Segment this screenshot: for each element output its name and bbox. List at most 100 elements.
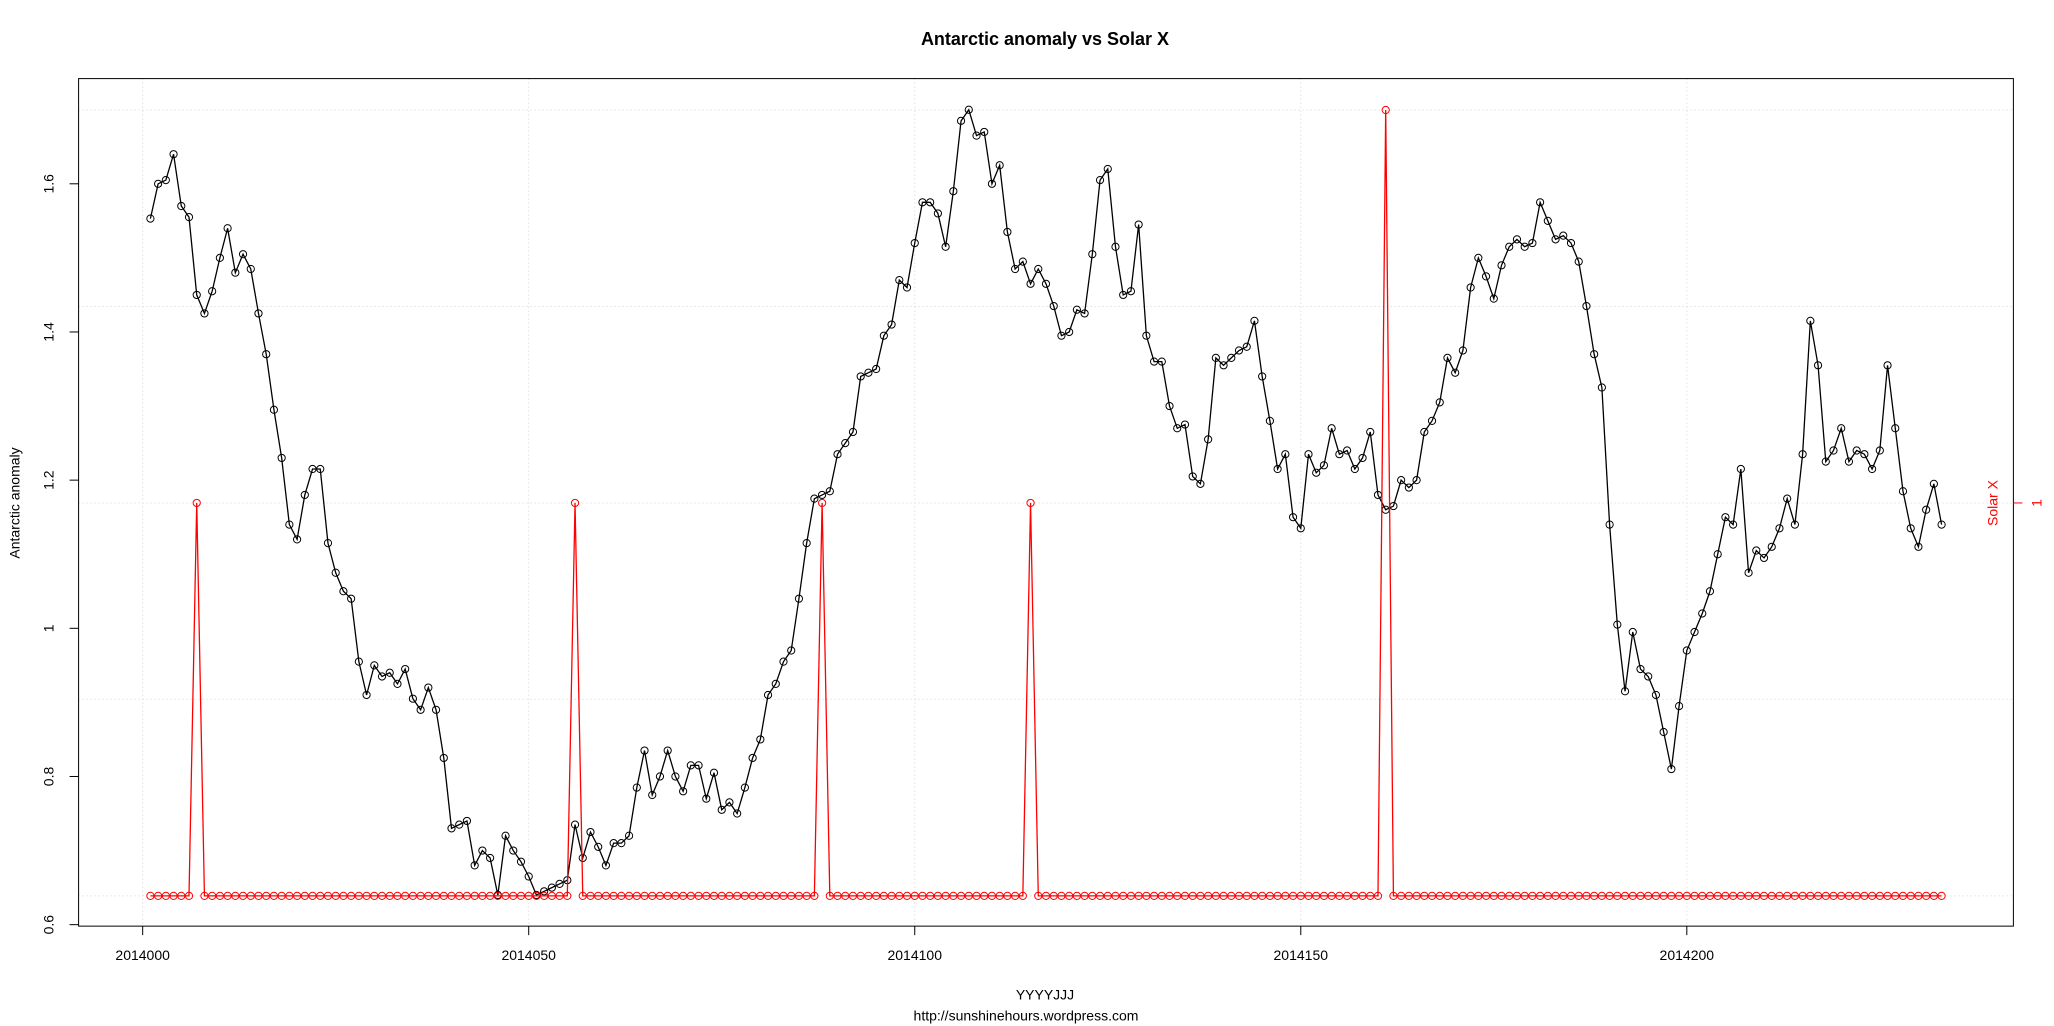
data-point bbox=[1095, 175, 1105, 185]
data-point bbox=[462, 816, 472, 826]
data-point bbox=[1875, 891, 1884, 900]
y-tick-label: 0.8 bbox=[41, 767, 57, 787]
data-point bbox=[640, 891, 649, 900]
data-point bbox=[1844, 891, 1854, 900]
data-point bbox=[1752, 546, 1761, 555]
data-point bbox=[825, 891, 834, 900]
data-point bbox=[1041, 279, 1051, 288]
data-point bbox=[949, 891, 958, 900]
data-point bbox=[1389, 891, 1398, 900]
data-point bbox=[1366, 891, 1375, 900]
data-point bbox=[1543, 891, 1552, 900]
data-point bbox=[1860, 891, 1869, 900]
data-point bbox=[146, 891, 155, 900]
data-point bbox=[1026, 279, 1035, 288]
y-tick-label: 1 bbox=[41, 624, 57, 632]
data-point bbox=[1922, 505, 1931, 514]
data-point bbox=[640, 746, 649, 755]
data-point bbox=[941, 891, 950, 900]
data-point bbox=[1412, 891, 1421, 900]
data-point bbox=[1667, 764, 1676, 774]
data-point bbox=[1273, 891, 1282, 900]
data-point bbox=[895, 276, 904, 285]
data-point bbox=[1512, 891, 1522, 900]
data-point bbox=[254, 891, 263, 900]
data-point bbox=[408, 694, 418, 703]
data-point bbox=[1072, 305, 1081, 314]
data-point bbox=[1651, 891, 1661, 900]
data-point bbox=[1451, 891, 1460, 900]
data-point bbox=[377, 672, 387, 681]
data-point bbox=[393, 891, 402, 900]
data-point bbox=[1312, 891, 1321, 900]
data-point bbox=[1659, 891, 1668, 900]
data-point bbox=[1829, 891, 1838, 900]
data-point bbox=[895, 891, 904, 900]
data-point bbox=[1119, 891, 1128, 900]
data-point bbox=[717, 891, 726, 900]
data-point bbox=[779, 657, 788, 666]
data-point bbox=[455, 820, 464, 829]
data-point bbox=[1165, 401, 1174, 411]
data-point bbox=[1204, 891, 1213, 900]
data-point bbox=[1736, 891, 1745, 900]
data-point bbox=[655, 772, 665, 781]
data-point bbox=[1157, 891, 1166, 900]
data-point bbox=[1196, 479, 1205, 488]
data-point bbox=[208, 287, 217, 296]
chart-title: Antarctic anomaly vs Solar X bbox=[921, 29, 1169, 49]
data-point bbox=[1443, 353, 1452, 362]
data-point bbox=[1204, 435, 1213, 444]
data-point bbox=[1451, 368, 1460, 377]
data-point bbox=[1914, 542, 1923, 551]
data-point bbox=[1072, 891, 1081, 900]
data-point bbox=[215, 891, 224, 900]
data-point bbox=[540, 887, 549, 896]
data-point bbox=[1914, 891, 1923, 900]
data-point bbox=[1366, 427, 1375, 437]
data-point bbox=[354, 657, 363, 666]
x-tick-label: 2014200 bbox=[1660, 947, 1715, 963]
data-point bbox=[424, 683, 433, 692]
data-point bbox=[856, 372, 865, 381]
data-point bbox=[1111, 891, 1120, 900]
data-point bbox=[1505, 891, 1514, 900]
data-point bbox=[902, 283, 912, 292]
data-point bbox=[1636, 664, 1645, 674]
data-point bbox=[547, 883, 556, 892]
data-point bbox=[1049, 891, 1058, 900]
data-point bbox=[1551, 235, 1560, 244]
data-point bbox=[1744, 568, 1753, 577]
data-point bbox=[1566, 238, 1576, 248]
data-point bbox=[1126, 287, 1136, 296]
data-point bbox=[1011, 891, 1020, 900]
data-point bbox=[1775, 524, 1784, 533]
data-point bbox=[1258, 372, 1267, 381]
y-axis-label: Antarctic anomaly bbox=[7, 447, 23, 558]
data-point bbox=[1713, 891, 1722, 900]
data-point bbox=[362, 891, 371, 900]
data-point bbox=[825, 487, 834, 496]
data-point bbox=[231, 268, 240, 277]
data-point bbox=[323, 891, 333, 900]
data-point bbox=[223, 224, 232, 233]
data-point bbox=[872, 891, 881, 900]
data-point bbox=[980, 891, 989, 900]
data-point bbox=[1574, 891, 1583, 900]
data-point bbox=[1620, 891, 1630, 900]
data-point bbox=[1489, 294, 1498, 303]
data-point bbox=[771, 679, 780, 688]
data-point bbox=[1304, 450, 1313, 459]
data-point bbox=[833, 450, 842, 459]
series-line bbox=[150, 110, 1942, 897]
data-point bbox=[1404, 891, 1413, 900]
data-point bbox=[254, 309, 263, 318]
data-point bbox=[1435, 891, 1444, 900]
data-point bbox=[200, 891, 209, 900]
data-point bbox=[702, 794, 711, 803]
x-tick-label: 2014050 bbox=[501, 947, 556, 963]
data-point bbox=[331, 568, 340, 577]
data-point bbox=[1759, 553, 1769, 563]
data-point bbox=[1319, 461, 1329, 470]
data-point bbox=[1157, 357, 1166, 366]
